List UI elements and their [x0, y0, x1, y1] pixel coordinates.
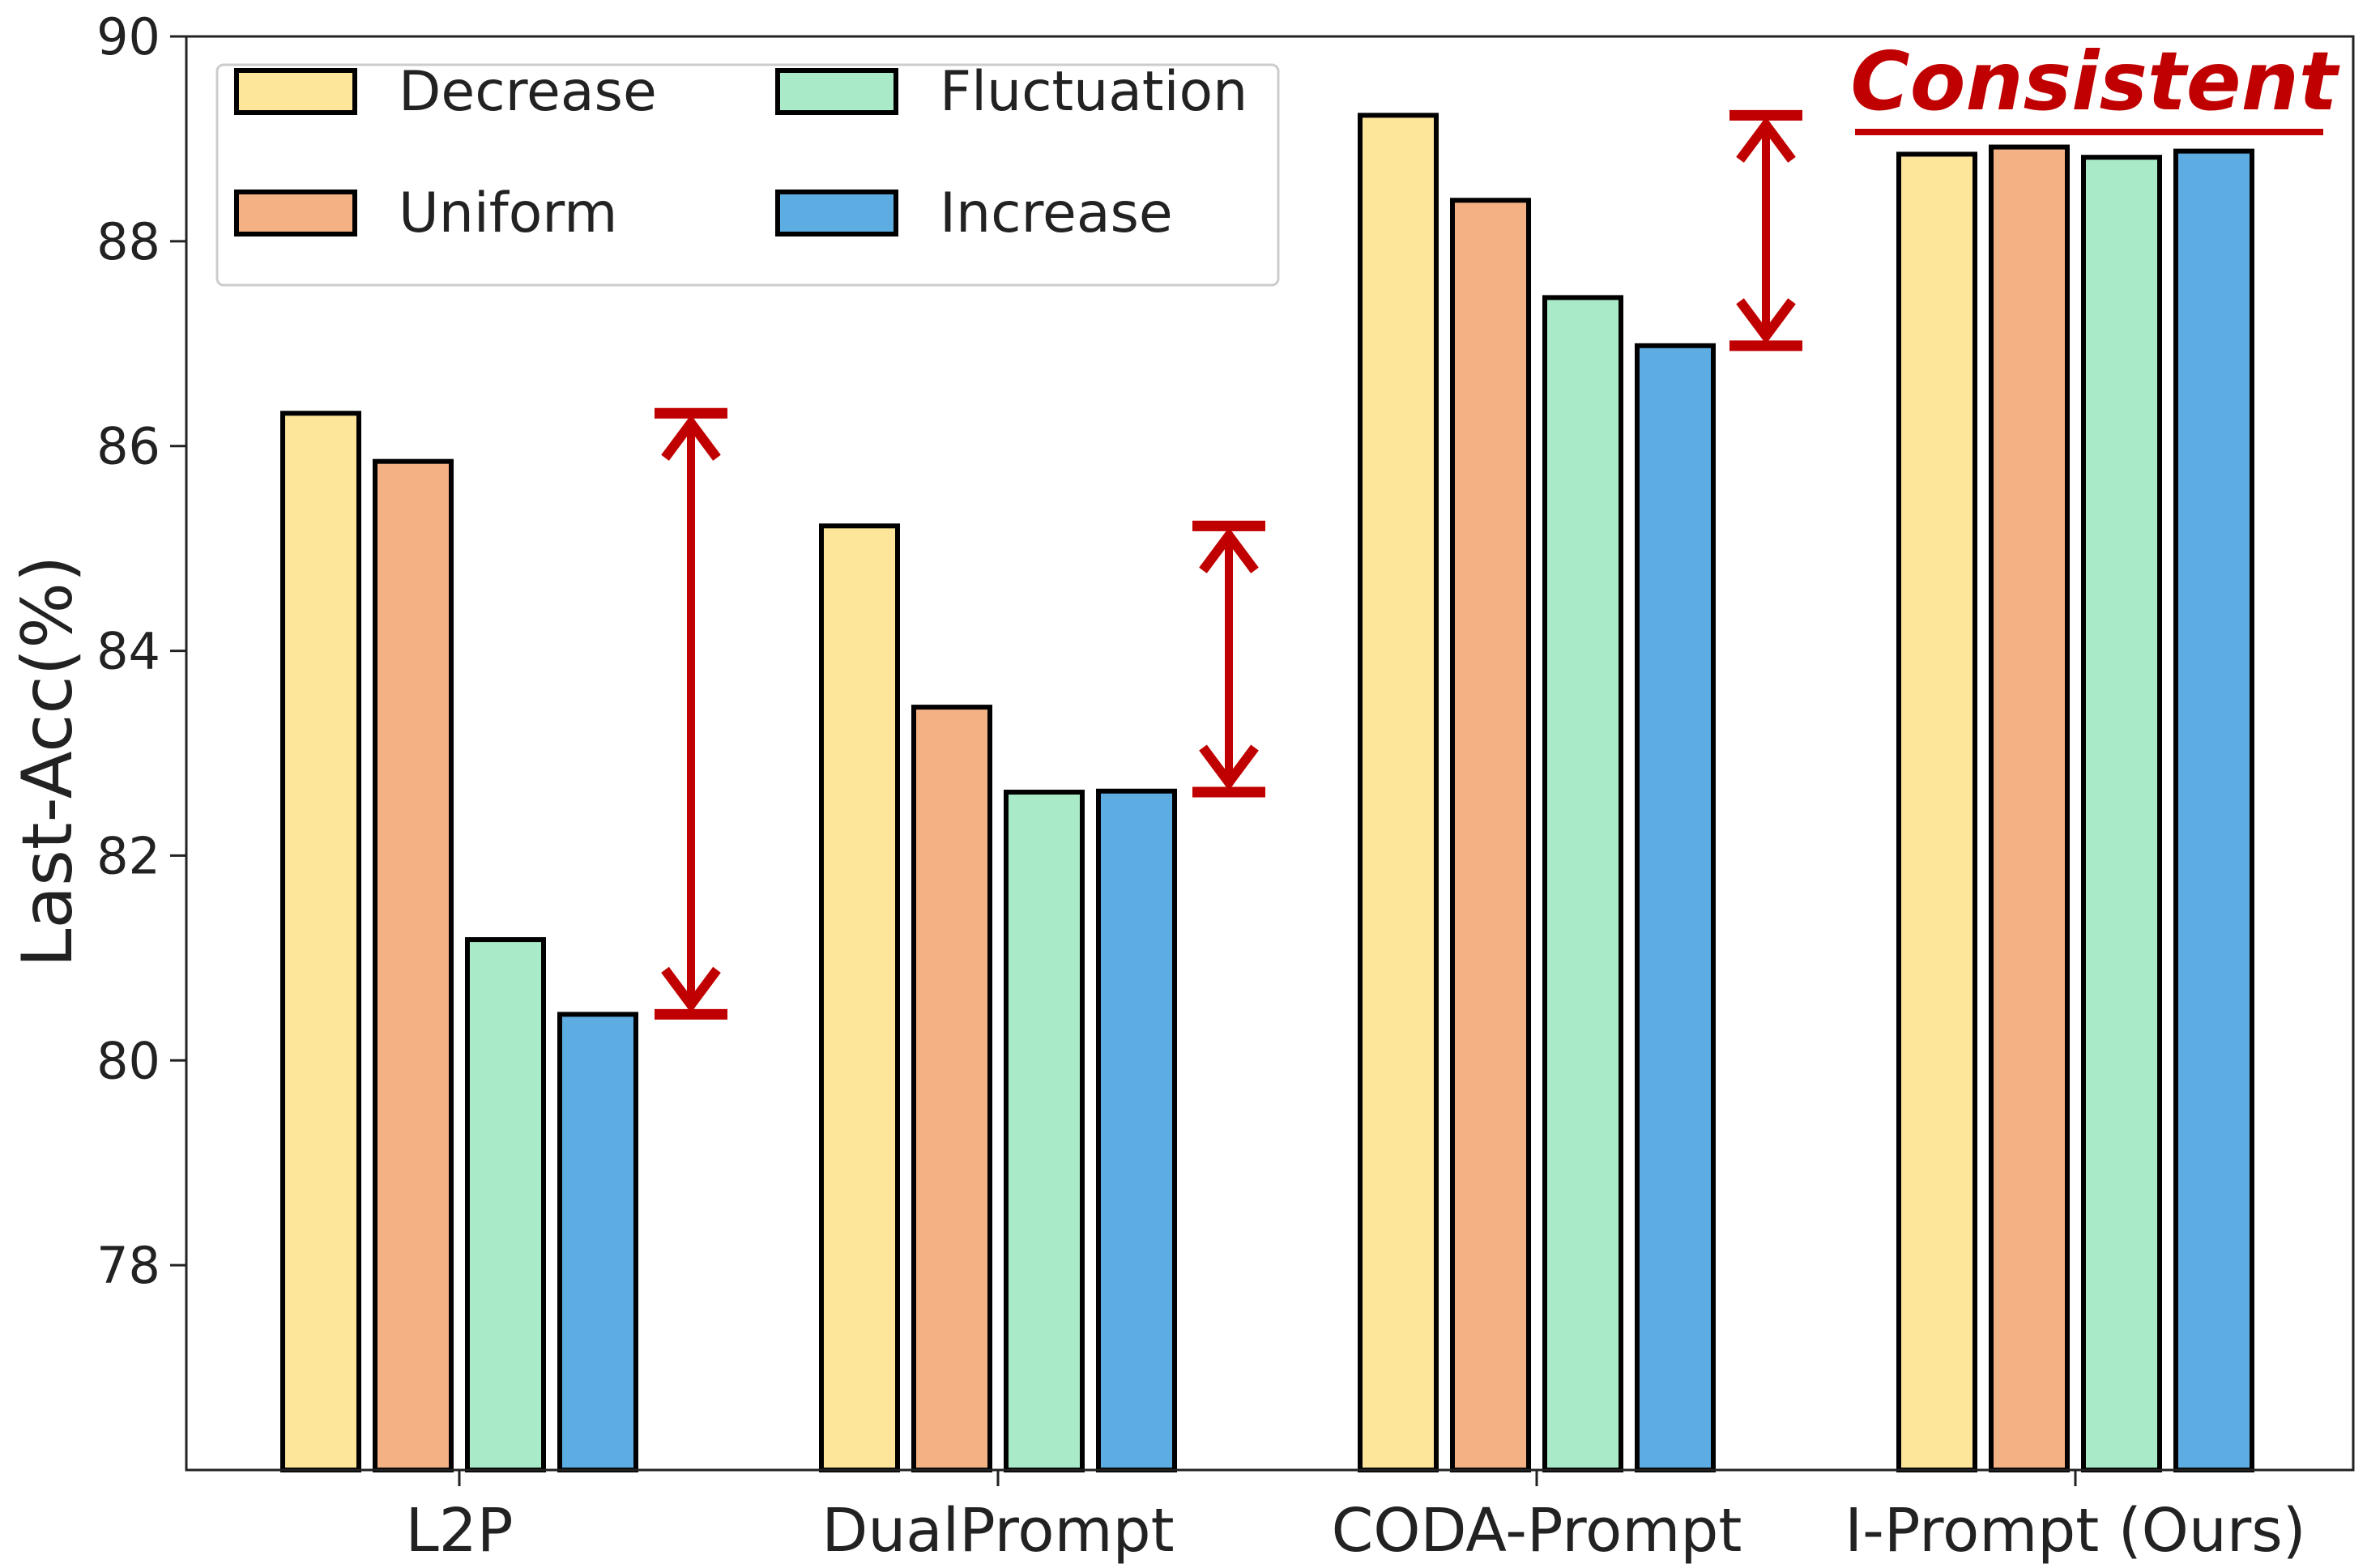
bar-decrease-1 [819, 523, 900, 1472]
bar-increase-2 [1635, 343, 1716, 1472]
legend-label-decrease: Decrease [399, 60, 657, 124]
bar-uniform-1 [911, 705, 992, 1472]
bar-fluctuation-3 [2081, 155, 2162, 1473]
legend-swatch-decrease [234, 68, 357, 115]
x-tick-label: CODA-Prompt [1332, 1496, 1742, 1566]
bar-decrease-0 [280, 411, 361, 1472]
bar-fluctuation-1 [1004, 790, 1085, 1472]
range-arrow-head-down [1736, 298, 1796, 344]
range-arrow-head-up [661, 415, 721, 461]
bar-uniform-2 [1450, 198, 1531, 1472]
y-axis-label: Last-Acc(%) [7, 556, 88, 968]
bar-increase-0 [557, 1012, 638, 1472]
bar-fluctuation-2 [1542, 295, 1623, 1473]
plot-frame [185, 35, 2355, 1472]
y-tick-label: 88 [96, 212, 160, 271]
x-tick-label: L2P [406, 1496, 514, 1566]
bar-fluctuation-0 [465, 937, 546, 1472]
x-tick-label: I-Prompt (Ours) [1845, 1496, 2305, 1566]
legend-box [215, 63, 1280, 287]
y-tick-label: 84 [96, 622, 160, 681]
range-arrow-head-up [1736, 117, 1796, 163]
bar-uniform-0 [373, 458, 454, 1472]
bar-increase-3 [2173, 148, 2254, 1473]
legend-swatch-fluctuation [775, 68, 898, 115]
bar-decrease-3 [1896, 151, 1977, 1473]
legend-label-fluctuation: Fluctuation [940, 60, 1247, 124]
range-arrow-0 [655, 407, 727, 1020]
range-arrow-head-down [661, 966, 721, 1013]
bar-decrease-2 [1358, 113, 1439, 1473]
range-arrow-2 [1729, 109, 1802, 352]
bar-uniform-3 [1989, 144, 2070, 1473]
y-tick-label: 78 [96, 1236, 160, 1295]
legend-swatch-uniform [234, 190, 357, 236]
consistent-label: Consistent [1850, 34, 2339, 129]
y-tick-label: 90 [96, 7, 160, 66]
range-arrow-head-up [1199, 527, 1259, 573]
bar-increase-1 [1096, 788, 1177, 1472]
consistent-annotation: Consistent [1850, 34, 2340, 135]
range-arrow-head-down [1199, 744, 1259, 791]
legend-label-uniform: Uniform [399, 181, 617, 245]
y-tick-label: 80 [96, 1031, 160, 1090]
legend-swatch-increase [775, 190, 898, 236]
y-tick-label: 82 [96, 826, 160, 885]
y-tick-label: 86 [96, 417, 160, 476]
range-arrow-1 [1192, 520, 1265, 798]
x-tick-label: DualPrompt [821, 1496, 1174, 1566]
legend-label-increase: Increase [940, 181, 1173, 245]
legend: Decrease Uniform Fluctuation Increase [215, 60, 1280, 287]
